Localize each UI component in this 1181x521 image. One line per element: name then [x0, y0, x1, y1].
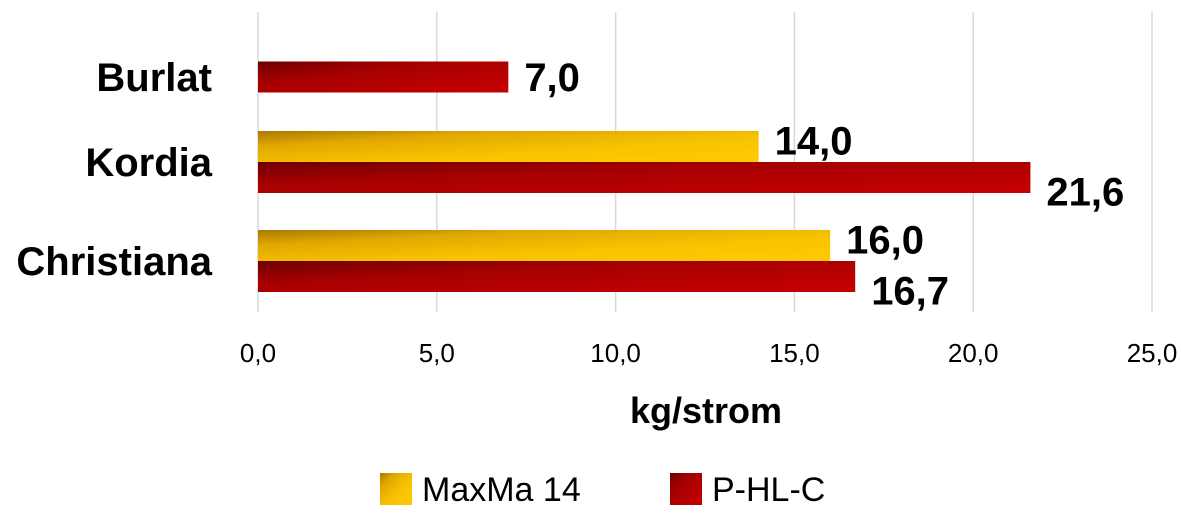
bar	[258, 162, 1031, 193]
data-label: 16,7	[871, 270, 949, 314]
data-label: 7,0	[524, 56, 580, 100]
data-label: 14,0	[775, 120, 853, 164]
bar	[258, 261, 856, 292]
legend-swatch	[670, 473, 702, 505]
category-label: Burlat	[96, 56, 212, 100]
x-tick-labels: 0,0 5,0 10,0 15,0 20,0 25,0	[240, 338, 1177, 368]
x-axis-title: kg/strom	[630, 390, 782, 431]
legend: MaxMa 14 P-HL-C	[380, 471, 825, 509]
bar	[258, 131, 759, 162]
legend-label: MaxMa 14	[422, 471, 581, 509]
x-tick-label: 5,0	[419, 338, 455, 368]
x-tick-label: 20,0	[948, 338, 999, 368]
category-label: Christiana	[16, 240, 212, 284]
category-labels: Burlat Kordia Christiana	[16, 56, 212, 284]
x-tick-label: 0,0	[240, 338, 276, 368]
data-labels: 7,0 14,0 21,6 16,0 16,7	[524, 56, 1124, 314]
x-tick-label: 10,0	[590, 338, 641, 368]
bar	[258, 230, 831, 261]
legend-label: P-HL-C	[712, 471, 825, 509]
legend-swatch	[380, 473, 412, 505]
x-tick-label: 15,0	[769, 338, 820, 368]
x-tick-label: 25,0	[1127, 338, 1178, 368]
bar	[258, 61, 509, 93]
data-label: 16,0	[846, 219, 924, 263]
category-label: Kordia	[85, 141, 212, 185]
bars	[258, 61, 1031, 292]
data-label: 21,6	[1046, 171, 1124, 215]
